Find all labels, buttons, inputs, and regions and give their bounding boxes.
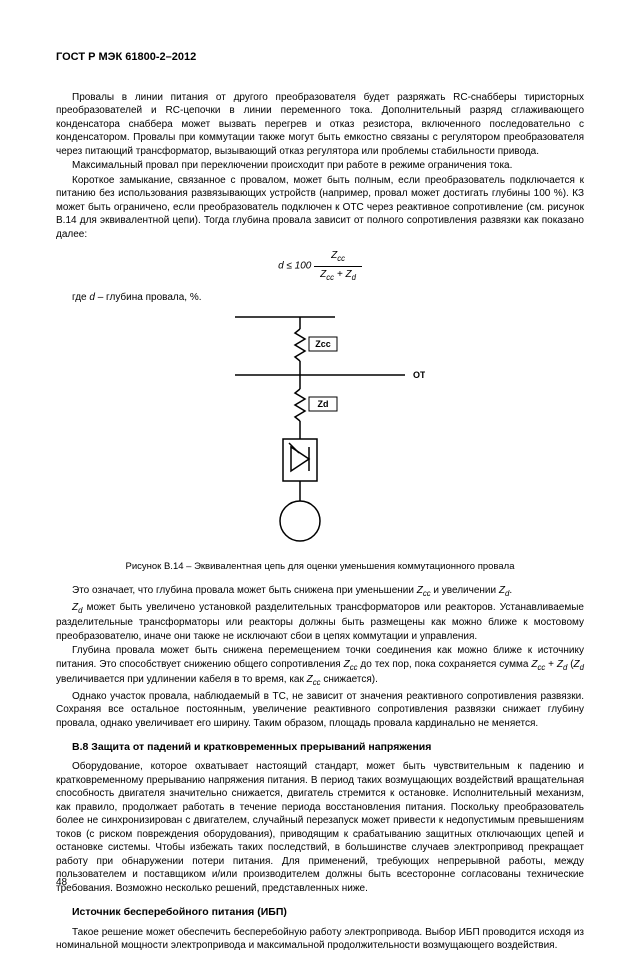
- where-pre: где: [72, 292, 89, 303]
- p4-a: Это означает, что глубина провала может …: [72, 585, 417, 596]
- p6-d: увеличивается при удлинении кабеля в то …: [56, 674, 307, 685]
- para-6: Глубина провала может быть снижена перем…: [56, 644, 584, 689]
- section-heading: В.8 Защита от падений и кратковременных …: [56, 740, 584, 754]
- where-line: где d – глубина провала, %.: [56, 291, 584, 305]
- p4-b: и увеличении: [431, 585, 499, 596]
- formula: d ≤ 100 Zcc Zcc + Zd: [56, 249, 584, 283]
- para-2: Максимальный провал при переключении про…: [56, 159, 584, 173]
- page-number: 48: [56, 876, 67, 890]
- p6-plus: +: [545, 659, 557, 670]
- p6-b: до тех пор, пока сохраняется сумма: [358, 659, 532, 670]
- formula-fraction: Zcc Zcc + Zd: [314, 249, 362, 283]
- p4-c: .: [509, 585, 512, 596]
- frac-bot-plus: +: [334, 269, 345, 280]
- p6-z5s: cc: [313, 678, 321, 687]
- frac-top-sub: cc: [337, 254, 345, 263]
- p4-z1s: cc: [423, 589, 431, 598]
- para-5: Zd может быть увеличено установкой разде…: [56, 601, 584, 644]
- para-9: Такое решение может обеспечить бесперебо…: [56, 926, 584, 953]
- formula-lhs: d ≤ 100: [278, 261, 311, 272]
- para-8: Оборудование, которое охватывает настоящ…: [56, 760, 584, 895]
- para-3: Короткое замыкание, связанное с провалом…: [56, 174, 584, 242]
- equivalent-circuit-diagram: Zcc ОТС Zd: [56, 309, 584, 554]
- p6-z4s: d: [580, 663, 584, 672]
- frac-bot-r-sub: d: [352, 273, 356, 282]
- para-7: Однако участок провала, наблюдаемый в ТС…: [56, 690, 584, 731]
- standard-header: ГОСТ Р МЭК 61800-2–2012: [56, 50, 584, 65]
- figure-caption: Рисунок В.14 – Эквивалентная цепь для оц…: [56, 561, 584, 574]
- otc-label: ОТС: [413, 370, 425, 380]
- p6-e: снижается).: [321, 674, 378, 685]
- zd-label: Zd: [318, 399, 329, 409]
- para-1: Провалы в линии питания от другого преоб…: [56, 91, 584, 159]
- zcc-label: Zcc: [315, 339, 331, 349]
- p6-z1s: cc: [350, 663, 358, 672]
- p5-b: может быть увеличено установкой разделит…: [56, 602, 584, 642]
- frac-bot-l-sub: cc: [326, 273, 334, 282]
- para-4: Это означает, что глубина провала может …: [56, 584, 584, 600]
- where-post: – глубина провала, %.: [95, 292, 202, 303]
